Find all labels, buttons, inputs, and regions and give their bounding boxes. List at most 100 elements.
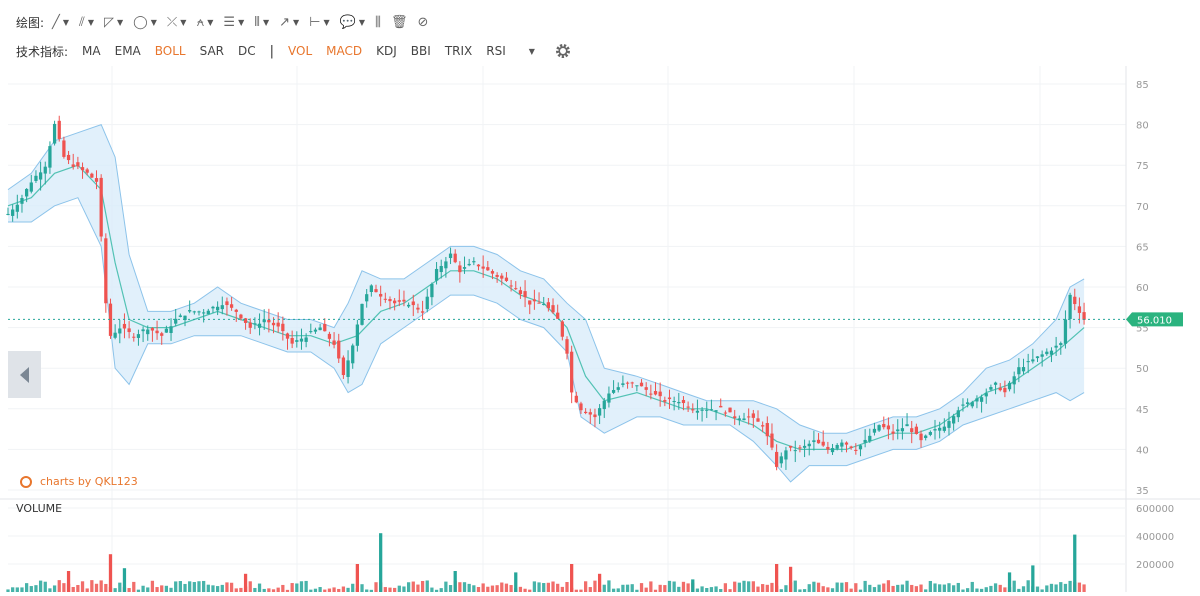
chevron-down-icon: ▼	[62, 17, 70, 27]
volume-bar	[877, 584, 881, 592]
channel-tool-button[interactable]: ◸ ▼	[104, 15, 123, 30]
candle-body	[276, 322, 280, 327]
candle-body	[323, 324, 327, 332]
candle-body	[351, 345, 355, 364]
candle-body	[635, 385, 639, 387]
volume-bar	[1026, 580, 1030, 592]
chevron-down-icon: ▼	[358, 17, 365, 27]
channel-icon: ◸	[104, 14, 114, 30]
volume-bar	[118, 582, 122, 592]
volume-bar	[257, 583, 262, 592]
comment-icon: 💬	[339, 14, 356, 30]
candle-body	[1003, 387, 1007, 393]
indicator-macd[interactable]: MACD	[326, 44, 363, 58]
volume-bar	[560, 586, 564, 592]
volume-spike-bar	[788, 566, 793, 592]
volume-bar	[239, 587, 243, 592]
volume-bar	[299, 581, 304, 592]
hide-drawings-tool-button[interactable]: ⊘	[418, 15, 429, 30]
indicator-boll[interactable]: BOLL	[154, 44, 186, 58]
indicator-trix[interactable]: TRIX	[444, 44, 473, 58]
indicator-sar[interactable]: SAR	[199, 44, 224, 58]
candle-body	[621, 383, 625, 385]
candle-body	[677, 401, 681, 404]
candle-body	[20, 198, 24, 204]
candle-body	[826, 446, 830, 450]
collapse-sidebar-button[interactable]	[8, 351, 41, 398]
volume-bar	[677, 586, 681, 592]
settings-gear-icon[interactable]	[555, 43, 571, 59]
candle-body	[965, 402, 970, 405]
candle-body	[206, 310, 210, 315]
volume-bar	[323, 589, 327, 592]
chart-area[interactable]: 85 80 75 70 65 60 55 50 45 40 35 56.010 600000 400000…	[0, 66, 1200, 592]
range-tool-button[interactable]: ⊢ ▼	[309, 15, 329, 30]
candle-body	[500, 275, 504, 279]
candle-body	[346, 360, 350, 377]
volume-bar	[840, 582, 844, 592]
volume-bar	[360, 584, 364, 592]
comment-tool-button[interactable]: 💬 ▼	[340, 15, 365, 30]
chart-svg[interactable]: 85 80 75 70 65 60 55 50 45 40 35 56.010 600000 400000…	[0, 66, 1200, 592]
volume-bar	[448, 585, 453, 592]
volume-bar	[919, 584, 923, 592]
volume-bar	[546, 582, 550, 592]
volume-bar	[486, 586, 490, 592]
candle-body	[770, 433, 774, 448]
volume-bar	[309, 589, 313, 592]
candle-body	[38, 172, 43, 180]
volume-bar	[397, 585, 401, 592]
gann-tool-button[interactable]: ⦀ ▼	[254, 15, 269, 30]
chevron-down-icon: ▼	[180, 17, 187, 27]
pattern-tool-button[interactable]: ⍲ ▼	[196, 15, 213, 30]
candle-body	[141, 329, 145, 332]
volume-bar	[812, 581, 816, 592]
candle-body	[253, 323, 257, 325]
boll-band-fill	[8, 124, 1085, 482]
candle-body	[989, 387, 993, 390]
indicator-rsi[interactable]: RSI	[486, 44, 506, 58]
indicator-dc[interactable]: DC	[238, 44, 256, 58]
indicator-ma[interactable]: MA	[82, 44, 101, 58]
candle-body	[793, 450, 797, 452]
arrow-tool-button[interactable]: ↗ ▼	[279, 15, 299, 30]
pen-line-tool-button[interactable]: ⫽ ▼	[79, 15, 94, 30]
candle-body	[849, 446, 853, 448]
volume-bar	[551, 581, 555, 592]
candle-body	[495, 274, 499, 277]
more-indicators-dropdown[interactable]: ▼	[526, 47, 535, 56]
volume-bar	[1054, 584, 1058, 592]
drawing-toolbar: 绘图: ╱ ▼ ⫽ ▼ ◸ ▼ ◯ ▼ ⤫ ▼ ⍲ ▼ ☰ ▼ ⦀ ▼ ↗ ▼ ⊢ ▼ 💬 ▼ ⫼ 🗑 ⊘	[0, 10, 1200, 34]
circle-tool-button[interactable]: ◯ ▼	[133, 15, 157, 30]
indicator-kdj[interactable]: KDJ	[376, 44, 397, 58]
volume-bar	[961, 589, 965, 592]
trash-tool-button[interactable]: 🗑	[391, 15, 408, 30]
volume-bar	[346, 587, 350, 592]
volume-bar	[1059, 582, 1063, 592]
volume-bar	[220, 584, 224, 592]
candle-body	[802, 445, 807, 448]
candle-body	[639, 382, 644, 387]
zigzag-tool-button[interactable]: ⤫ ▼	[167, 15, 187, 30]
volume-bar	[542, 583, 546, 592]
indicator-bbi[interactable]: BBI	[410, 44, 431, 58]
indicator-ema[interactable]: EMA	[114, 44, 141, 58]
volume-bar	[821, 586, 825, 592]
candle-body	[416, 307, 420, 310]
candle-body	[747, 416, 751, 418]
volume-bar	[1049, 583, 1054, 592]
bars-pattern-tool-button[interactable]: ⫼	[375, 15, 381, 30]
fibonacci-tool-button[interactable]: ☰ ▼	[223, 15, 244, 30]
volume-bar	[183, 583, 187, 592]
volume-bar	[146, 587, 150, 592]
indicator-vol[interactable]: VOL	[288, 44, 313, 58]
candle-body	[914, 426, 919, 434]
candle-body	[383, 298, 387, 300]
line-tool-button[interactable]: ╱ ▼	[52, 15, 69, 30]
volume-pane-title: VOLUME	[16, 502, 63, 515]
volume-bar	[998, 584, 1002, 592]
price-axis-tick-label: 70	[1136, 202, 1149, 213]
volume-bar	[206, 584, 210, 592]
volume-bar	[602, 584, 606, 592]
volume-bar	[90, 580, 94, 592]
